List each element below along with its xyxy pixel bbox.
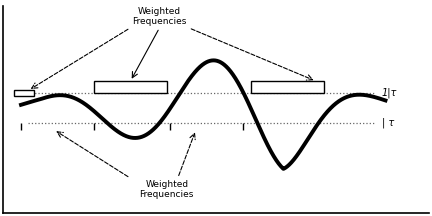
Bar (14, 90, 34, 96)
Bar (94, 81, 167, 93)
Text: 1|τ: 1|τ (382, 88, 397, 98)
Bar (251, 81, 324, 93)
Text: Weighted
Frequencies: Weighted Frequencies (132, 7, 187, 26)
Text: Weighted
Frequencies: Weighted Frequencies (140, 180, 194, 199)
Text: | τ: | τ (382, 118, 394, 128)
